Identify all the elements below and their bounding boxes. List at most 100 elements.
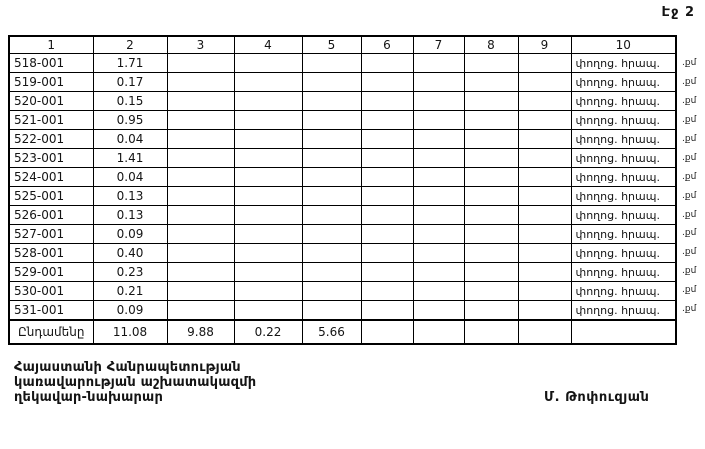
table-cell — [360, 167, 414, 187]
unit-label: .քմ — [682, 77, 697, 88]
cell-land-use-note: փողոց. հրապ. — [570, 300, 677, 321]
total-value: 9.88 — [166, 319, 235, 345]
cell-area-value: 0.40 — [92, 243, 168, 263]
page-number-label: Էջ 2 — [661, 5, 695, 20]
cell-area-value: 0.23 — [92, 262, 168, 282]
signatory-name: Մ. Թոփուզյան — [544, 390, 650, 405]
table-cell — [360, 186, 414, 206]
table-cell — [166, 281, 235, 301]
table-row: 522-001 0.04 փողոց. հրապ. — [8, 129, 677, 149]
cell-parcel-code: 525-001 — [8, 186, 94, 206]
table-cell — [233, 262, 303, 282]
cell-land-use-note: փողոց. հրապ. — [570, 167, 677, 187]
table-cell — [233, 53, 303, 73]
unit-label: .քմ — [682, 96, 697, 107]
table-cell — [166, 205, 235, 225]
table-cell — [463, 53, 519, 73]
table-cell — [517, 129, 572, 149]
table-cell — [412, 186, 465, 206]
cell-land-use-note: փողոց. հրապ. — [570, 205, 677, 225]
cell-parcel-code: 531-001 — [8, 300, 94, 321]
table-cell — [517, 281, 572, 301]
table-cell — [166, 262, 235, 282]
table-cell — [166, 110, 235, 130]
cell-area-value: 1.41 — [92, 148, 168, 168]
cell-area-value: 0.13 — [92, 205, 168, 225]
table-cell — [517, 205, 572, 225]
table-cell — [463, 167, 519, 187]
total-value — [463, 319, 519, 345]
cell-land-use-note: փողոց. հրապ. — [570, 110, 677, 130]
table-cell — [233, 281, 303, 301]
table-cell — [166, 148, 235, 168]
table-cell — [233, 72, 303, 92]
table-cell — [517, 186, 572, 206]
table-cell — [166, 186, 235, 206]
table-cell — [301, 262, 362, 282]
table-cell — [463, 281, 519, 301]
table-cell — [166, 72, 235, 92]
cell-area-value: 0.04 — [92, 167, 168, 187]
table-cell — [463, 72, 519, 92]
column-header: 7 — [412, 35, 465, 54]
table-cell — [301, 91, 362, 111]
table-total-row: Ընդամենը 11.08 9.88 0.22 5.66 — [8, 319, 677, 345]
total-value: 11.08 — [92, 319, 168, 345]
cell-land-use-note: փողոց. հրապ. — [570, 148, 677, 168]
table-cell — [233, 205, 303, 225]
table-row: 523-001 1.41 փողոց. հրապ. — [8, 148, 677, 168]
column-header: 2 — [92, 35, 168, 54]
table-cell — [301, 129, 362, 149]
total-label: Ընդամենը — [8, 319, 94, 345]
table-cell — [463, 262, 519, 282]
table-cell — [360, 72, 414, 92]
table-cell — [233, 243, 303, 263]
table-cell — [360, 224, 414, 244]
table-cell — [360, 205, 414, 225]
table-cell — [517, 72, 572, 92]
table-cell — [463, 110, 519, 130]
table-cell — [301, 243, 362, 263]
table-cell — [463, 300, 519, 321]
table-header-row: 1 2 3 4 5 6 7 8 9 10 — [8, 35, 677, 54]
table-cell — [301, 186, 362, 206]
cell-land-use-note: փողոց. հրապ. — [570, 224, 677, 244]
table-cell — [517, 300, 572, 321]
column-header: 6 — [360, 35, 414, 54]
cell-parcel-code: 521-001 — [8, 110, 94, 130]
table-cell — [463, 129, 519, 149]
cell-land-use-note: փողոց. հրապ. — [570, 243, 677, 263]
cell-area-value: 1.71 — [92, 53, 168, 73]
table-cell — [360, 262, 414, 282]
table-cell — [412, 148, 465, 168]
cell-area-value: 0.09 — [92, 224, 168, 244]
table-cell — [517, 167, 572, 187]
table-cell — [301, 167, 362, 187]
cell-parcel-code: 523-001 — [8, 148, 94, 168]
table-cell — [360, 281, 414, 301]
cell-parcel-code: 524-001 — [8, 167, 94, 187]
table-cell — [301, 110, 362, 130]
unit-label: .քմ — [682, 134, 697, 144]
table-row: 530-001 0.21 փողոց. հրապ. — [8, 281, 677, 301]
cell-area-value: 0.17 — [92, 72, 168, 92]
table-cell — [233, 148, 303, 168]
unit-label: .քմ — [682, 304, 697, 315]
table-cell — [166, 224, 235, 244]
total-value — [412, 319, 465, 345]
cell-parcel-code: 518-001 — [8, 53, 94, 73]
table-row: 527-001 0.09 փողոց. հրապ. — [8, 224, 677, 244]
table-cell — [412, 91, 465, 111]
table-cell — [301, 205, 362, 225]
table-cell — [301, 300, 362, 321]
table-cell — [301, 148, 362, 168]
table-row: 531-001 0.09 փողոց. հրապ. — [8, 300, 677, 321]
unit-column: .քմ .քմ .քմ .քմ .քմ .քմ .քմ .քմ .քմ .քմ .քմ .քմ .քմ.… — [682, 54, 704, 318]
table-cell — [301, 72, 362, 92]
unit-label: .քմ — [682, 228, 697, 239]
table-cell — [360, 91, 414, 111]
unit-label: .քմ — [682, 190, 697, 201]
table-cell — [463, 243, 519, 263]
cell-area-value: 0.13 — [92, 186, 168, 206]
table-cell — [463, 205, 519, 225]
